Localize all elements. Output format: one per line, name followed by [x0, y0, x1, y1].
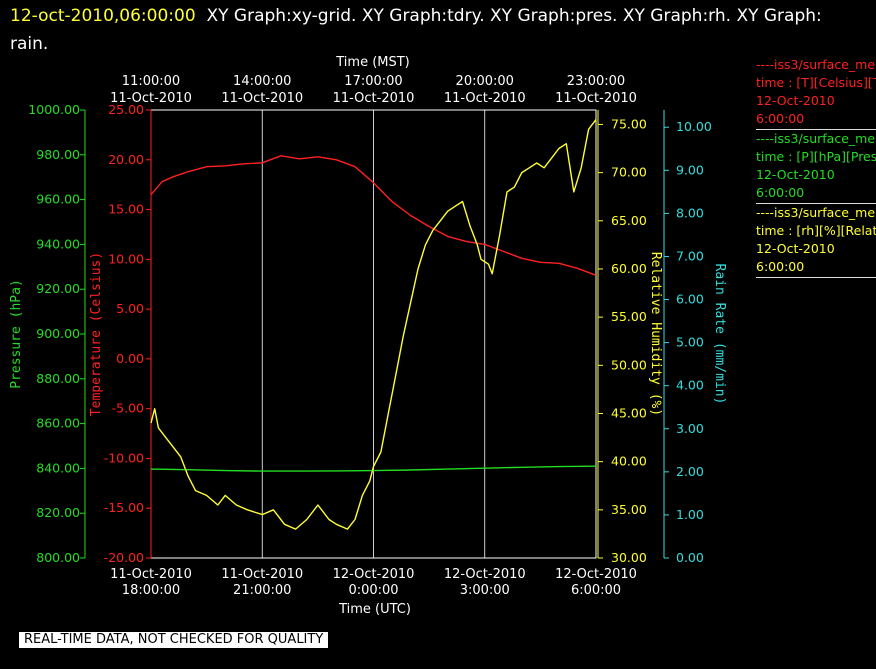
y-tick-label: 70.00	[611, 165, 647, 180]
legend-entry-name: ----iss3/surface_me	[756, 131, 876, 146]
y-tick-label: 840.00	[36, 460, 80, 475]
chart-graph-list: XY Graph:xy-grid. XY Graph:tdry. XY Grap…	[206, 6, 822, 26]
legend-entry-date: 12-Oct-2010	[756, 167, 835, 182]
top-tick-date: 11-Oct-2010	[555, 91, 637, 106]
y-tick-label: 1000.00	[28, 102, 80, 117]
y-tick-label: 20.00	[108, 152, 144, 167]
y-tick-label: 10.00	[108, 251, 144, 266]
top-tick-date: 11-Oct-2010	[110, 91, 192, 106]
y-tick-label: -5.00	[112, 401, 144, 416]
legend-entry-name: ----iss3/surface_me	[756, 57, 876, 72]
y-tick-label: 40.00	[611, 454, 647, 469]
series-line-rh	[150, 119, 597, 530]
y-tick-label: 900.00	[36, 326, 80, 341]
y-tick-label: 7.00	[676, 248, 704, 263]
y-tick-label: 2.00	[676, 464, 704, 479]
y-tick-label: 880.00	[36, 371, 80, 386]
y-axis-label-rh: Relative Humidity (%)	[648, 252, 663, 416]
bottom-tick-date: 11-Oct-2010	[221, 567, 303, 582]
quality-warning: REAL-TIME DATA, NOT CHECKED FOR QUALITY	[19, 632, 329, 648]
y-tick-label: 3.00	[676, 421, 704, 436]
chart-timestamp: 12-oct-2010,06:00:00	[10, 6, 196, 26]
y-tick-label: 4.00	[676, 378, 704, 393]
bottom-tick-date: 11-Oct-2010	[110, 567, 192, 582]
legend-entry-var: time : [P][hPa][Pres	[756, 149, 876, 164]
legend-entry-time: 6:00:00	[756, 111, 805, 126]
top-tick-time: 14:00:00	[233, 74, 291, 89]
bottom-tick-time: 18:00:00	[122, 583, 180, 598]
y-tick-label: 960.00	[36, 192, 80, 207]
bottom-tick-date: 12-Oct-2010	[444, 567, 526, 582]
bottom-tick-time: 21:00:00	[233, 583, 291, 598]
bottom-axis-label: Time (UTC)	[338, 602, 411, 617]
top-tick-date: 11-Oct-2010	[444, 91, 526, 106]
legend-entry-temp: ----iss3/surface_me time : [T][Celsius][…	[756, 56, 876, 130]
y-axis-label-temp: Temperature (Celsius)	[89, 252, 104, 416]
y-tick-label: -10.00	[104, 450, 144, 465]
top-tick-date: 11-Oct-2010	[221, 91, 303, 106]
bottom-tick-time: 3:00:00	[460, 583, 510, 598]
legend-entry-date: 12-Oct-2010	[756, 93, 835, 108]
chart-header: 12-oct-2010,06:00:00 XY Graph:xy-grid. X…	[10, 2, 860, 58]
y-tick-label: -15.00	[104, 500, 144, 515]
y-tick-label: 940.00	[36, 236, 80, 251]
y-tick-label: 980.00	[36, 147, 80, 162]
y-tick-label: 75.00	[611, 116, 647, 131]
legend-entry-var: time : [rh][%][Relati	[756, 223, 876, 238]
top-tick-time: 23:00:00	[567, 74, 625, 89]
y-tick-label: 1.00	[676, 507, 704, 522]
y-tick-label: 8.00	[676, 205, 704, 220]
y-tick-label: 30.00	[611, 550, 647, 565]
y-tick-label: 800.00	[36, 550, 80, 565]
top-tick-date: 11-Oct-2010	[333, 91, 415, 106]
y-tick-label: 35.00	[611, 502, 647, 517]
bottom-tick-time: 0:00:00	[348, 583, 398, 598]
top-tick-time: 20:00:00	[456, 74, 514, 89]
y-axis-label-pres: Pressure (hPa)	[9, 279, 24, 389]
y-tick-label: 5.00	[116, 301, 144, 316]
legend-entry-rh: ----iss3/surface_me time : [rh][%][Relat…	[756, 204, 876, 278]
legend-entry-pres: ----iss3/surface_me time : [P][hPa][Pres…	[756, 130, 876, 204]
y-tick-label: 10.00	[676, 119, 712, 134]
y-tick-label: 860.00	[36, 416, 80, 431]
y-tick-label: 65.00	[611, 213, 647, 228]
y-tick-label: 50.00	[611, 357, 647, 372]
legend: ----iss3/surface_me time : [T][Celsius][…	[756, 56, 876, 278]
legend-entry-date: 12-Oct-2010	[756, 241, 835, 256]
top-tick-time: 17:00:00	[344, 74, 402, 89]
y-tick-label: 25.00	[108, 102, 144, 117]
y-tick-label: 920.00	[36, 281, 80, 296]
y-tick-label: 0.00	[676, 550, 704, 565]
y-tick-label: 6.00	[676, 292, 704, 307]
chart-graph-list-wrap: rain.	[10, 34, 49, 54]
top-axis-label: Time (MST)	[335, 55, 410, 70]
y-tick-label: 0.00	[116, 351, 144, 366]
y-tick-label: 45.00	[611, 405, 647, 420]
series-line-pres	[150, 465, 597, 472]
series-line-temp	[150, 155, 597, 276]
legend-entry-name: ----iss3/surface_me	[756, 205, 876, 220]
bottom-tick-date: 12-Oct-2010	[333, 567, 415, 582]
y-tick-label: -20.00	[104, 550, 144, 565]
legend-entry-time: 6:00:00	[756, 259, 805, 274]
y-tick-label: 9.00	[676, 162, 704, 177]
y-axis-label-rain: Rain Rate (mm/min)	[712, 264, 727, 405]
y-tick-label: 5.00	[676, 335, 704, 350]
legend-entry-time: 6:00:00	[756, 185, 805, 200]
legend-entry-var: time : [T][Celsius][T	[756, 75, 876, 90]
bottom-tick-date: 12-Oct-2010	[555, 567, 637, 582]
y-tick-label: 820.00	[36, 505, 80, 520]
y-tick-label: 55.00	[611, 309, 647, 324]
top-tick-time: 11:00:00	[122, 74, 180, 89]
y-tick-label: 15.00	[108, 202, 144, 217]
bottom-tick-time: 6:00:00	[571, 583, 621, 598]
y-tick-label: 60.00	[611, 261, 647, 276]
